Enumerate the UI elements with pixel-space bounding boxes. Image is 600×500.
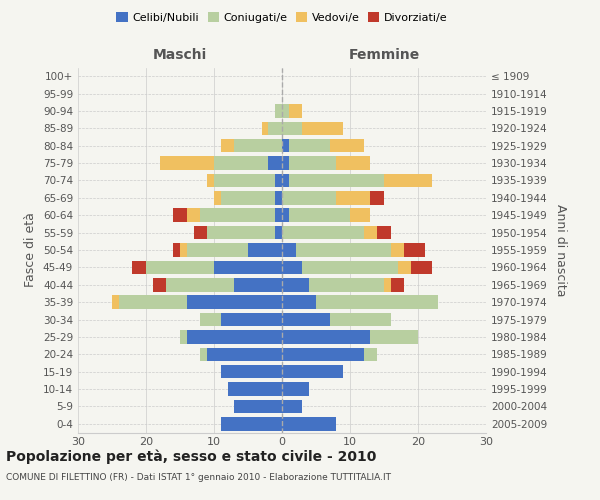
Y-axis label: Fasce di età: Fasce di età bbox=[25, 212, 37, 288]
Bar bbox=[235, 278, 282, 291]
Bar bbox=[282, 104, 289, 118]
Y-axis label: Anni di nascita: Anni di nascita bbox=[554, 204, 567, 296]
Bar bbox=[370, 191, 384, 204]
Bar bbox=[187, 330, 282, 344]
Bar bbox=[235, 139, 282, 152]
Bar bbox=[214, 156, 268, 170]
Bar bbox=[268, 122, 282, 135]
Bar bbox=[282, 174, 289, 188]
Bar bbox=[302, 122, 343, 135]
Bar bbox=[221, 139, 235, 152]
Bar bbox=[282, 122, 302, 135]
Bar bbox=[262, 122, 268, 135]
Bar bbox=[207, 226, 275, 239]
Bar bbox=[282, 260, 302, 274]
Bar bbox=[173, 243, 180, 257]
Bar bbox=[364, 226, 377, 239]
Bar bbox=[200, 312, 221, 326]
Bar bbox=[316, 296, 439, 309]
Bar bbox=[275, 174, 282, 188]
Bar bbox=[289, 139, 329, 152]
Bar bbox=[221, 312, 282, 326]
Bar bbox=[275, 226, 282, 239]
Bar bbox=[166, 278, 235, 291]
Bar bbox=[275, 208, 282, 222]
Bar bbox=[282, 348, 364, 361]
Bar bbox=[282, 382, 309, 396]
Bar bbox=[248, 243, 282, 257]
Bar bbox=[200, 348, 207, 361]
Bar bbox=[187, 296, 282, 309]
Bar bbox=[153, 278, 166, 291]
Bar bbox=[398, 260, 411, 274]
Bar bbox=[160, 156, 214, 170]
Bar bbox=[302, 260, 398, 274]
Bar bbox=[180, 243, 187, 257]
Bar bbox=[214, 174, 275, 188]
Text: Femmine: Femmine bbox=[349, 48, 419, 62]
Bar bbox=[411, 260, 431, 274]
Bar bbox=[282, 226, 364, 239]
Bar bbox=[146, 260, 214, 274]
Bar bbox=[282, 139, 289, 152]
Legend: Celibi/Nubili, Coniugati/e, Vedovi/e, Divorziati/e: Celibi/Nubili, Coniugati/e, Vedovi/e, Di… bbox=[112, 8, 452, 28]
Bar bbox=[289, 174, 384, 188]
Bar bbox=[221, 417, 282, 430]
Bar bbox=[207, 348, 282, 361]
Text: Maschi: Maschi bbox=[153, 48, 207, 62]
Bar bbox=[289, 104, 302, 118]
Bar bbox=[377, 226, 391, 239]
Bar bbox=[337, 191, 370, 204]
Bar bbox=[350, 208, 370, 222]
Bar bbox=[391, 278, 404, 291]
Bar bbox=[173, 208, 187, 222]
Bar bbox=[282, 400, 302, 413]
Bar bbox=[364, 348, 377, 361]
Bar bbox=[282, 365, 343, 378]
Bar bbox=[282, 191, 337, 204]
Bar bbox=[384, 174, 431, 188]
Bar bbox=[282, 296, 316, 309]
Bar bbox=[337, 156, 370, 170]
Bar bbox=[329, 312, 391, 326]
Bar bbox=[282, 312, 329, 326]
Bar bbox=[200, 208, 275, 222]
Bar bbox=[282, 156, 289, 170]
Text: Popolazione per età, sesso e stato civile - 2010: Popolazione per età, sesso e stato civil… bbox=[6, 450, 376, 464]
Bar bbox=[275, 104, 282, 118]
Bar bbox=[214, 191, 221, 204]
Bar bbox=[282, 417, 337, 430]
Bar bbox=[289, 208, 350, 222]
Bar bbox=[221, 191, 275, 204]
Text: COMUNE DI FILETTINO (FR) - Dati ISTAT 1° gennaio 2010 - Elaborazione TUTTITALIA.: COMUNE DI FILETTINO (FR) - Dati ISTAT 1°… bbox=[6, 472, 391, 482]
Bar bbox=[296, 243, 391, 257]
Bar bbox=[275, 191, 282, 204]
Bar bbox=[309, 278, 384, 291]
Bar bbox=[187, 243, 248, 257]
Bar bbox=[214, 260, 282, 274]
Bar bbox=[282, 243, 296, 257]
Bar bbox=[187, 208, 200, 222]
Bar bbox=[384, 278, 391, 291]
Bar bbox=[180, 330, 187, 344]
Bar bbox=[133, 260, 146, 274]
Bar bbox=[282, 278, 309, 291]
Bar bbox=[289, 156, 337, 170]
Bar bbox=[268, 156, 282, 170]
Bar bbox=[404, 243, 425, 257]
Bar bbox=[370, 330, 418, 344]
Bar bbox=[112, 296, 119, 309]
Bar bbox=[391, 243, 404, 257]
Bar bbox=[227, 382, 282, 396]
Bar bbox=[235, 400, 282, 413]
Bar bbox=[207, 174, 214, 188]
Bar bbox=[329, 139, 364, 152]
Bar bbox=[282, 330, 370, 344]
Bar bbox=[194, 226, 207, 239]
Bar bbox=[221, 365, 282, 378]
Bar bbox=[119, 296, 187, 309]
Bar bbox=[282, 208, 289, 222]
